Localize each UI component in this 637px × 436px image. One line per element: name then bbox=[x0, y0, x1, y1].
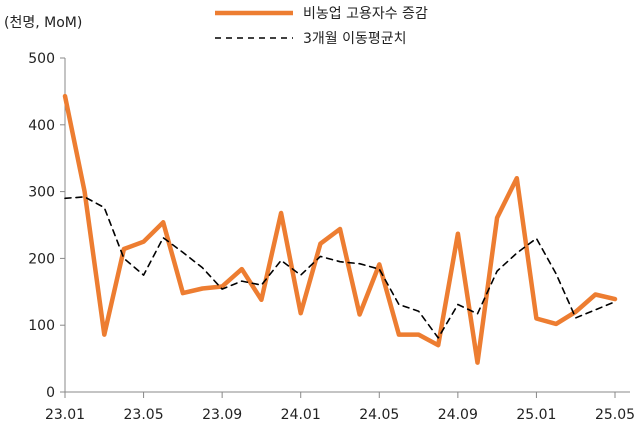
x-tick-label: 24.09 bbox=[438, 407, 478, 423]
y-tick-label: 500 bbox=[28, 51, 55, 67]
x-tick-label: 23.09 bbox=[202, 407, 242, 423]
legend-label-ma3: 3개월 이동평균치 bbox=[303, 31, 407, 47]
y-tick-label: 0 bbox=[46, 385, 55, 401]
series-layer bbox=[62, 93, 618, 365]
series-line-nfp bbox=[62, 93, 618, 365]
y-tick-label: 400 bbox=[28, 118, 55, 134]
series-line-ma3 bbox=[64, 196, 616, 339]
x-tick-label: 24.05 bbox=[359, 407, 399, 423]
x-tick-label: 25.01 bbox=[516, 407, 556, 423]
y-tick-label: 300 bbox=[28, 185, 55, 201]
x-tick-label: 24.01 bbox=[281, 407, 321, 423]
x-tick-label: 25.05 bbox=[595, 407, 635, 423]
x-tick-label: 23.01 bbox=[45, 407, 85, 423]
y-tick-label: 200 bbox=[28, 251, 55, 267]
legend-label-nfp: 비농업 고용자수 증감 bbox=[303, 6, 428, 22]
y-ticks: 0 100 200 300 400 500 bbox=[28, 51, 65, 401]
x-tick-label: 23.05 bbox=[124, 407, 164, 423]
axes bbox=[64, 58, 630, 393]
unit-label: (천명, MoM) bbox=[4, 15, 82, 31]
x-ticks: 23.01 23.05 23.09 24.01 24.05 24.09 25.01 25.05 bbox=[45, 392, 635, 423]
legend: 비농업 고용자수 증감 3개월 이동평균치 bbox=[215, 6, 428, 47]
y-tick-label: 100 bbox=[28, 318, 55, 334]
